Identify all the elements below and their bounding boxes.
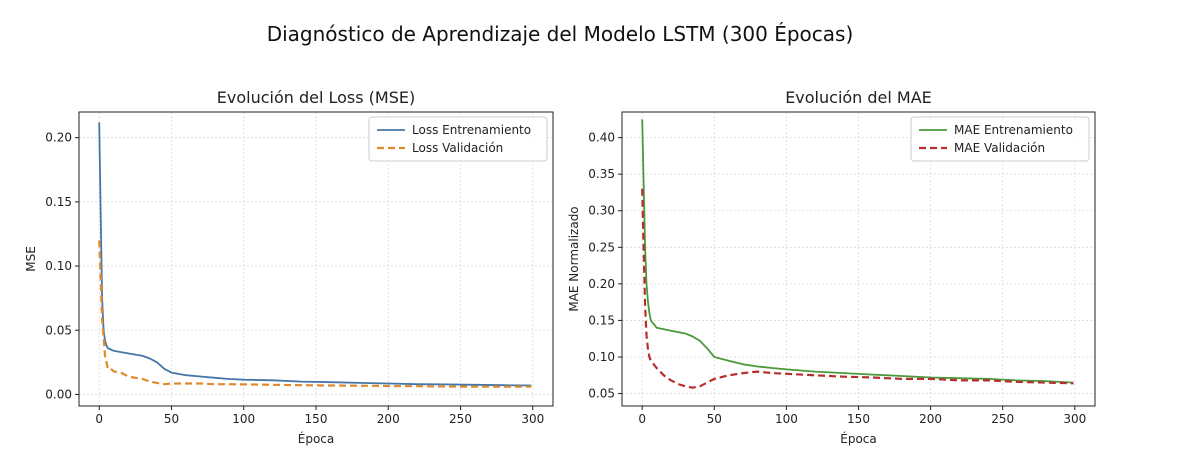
mae-chart-title: Evolución del MAE bbox=[785, 88, 932, 107]
mae-ytick-label-0: 0.05 bbox=[588, 387, 615, 401]
loss-xtick-label-5: 250 bbox=[449, 412, 472, 426]
mae-legend-label-mae-validacion: MAE Validación bbox=[954, 141, 1045, 155]
loss-xlabel: Época bbox=[298, 431, 335, 446]
loss-series-loss-validacion bbox=[98, 240, 532, 388]
loss-ytick-label-2: 0.10 bbox=[45, 259, 72, 273]
mae-ytick-label-1: 0.10 bbox=[588, 350, 615, 364]
mae-xtick-label-1: 50 bbox=[707, 412, 722, 426]
mae-ytick-label-2: 0.15 bbox=[588, 313, 615, 327]
mae-ytick-label-5: 0.30 bbox=[588, 204, 615, 218]
mae-xtick-label-4: 200 bbox=[919, 412, 942, 426]
mae-chart: 0 50 100 150 200 250 300 0.05 0.10 0.15 0.20 0.25 0.… bbox=[567, 88, 1096, 446]
loss-ytick-label-4: 0.20 bbox=[45, 131, 72, 145]
loss-ytick-label-0: 0.00 bbox=[45, 387, 72, 401]
mae-legend-label-mae-entrenamiento: MAE Entrenamiento bbox=[954, 123, 1073, 137]
mae-xtick-label-0: 0 bbox=[638, 412, 646, 426]
mae-ylabel: MAE Normalizado bbox=[567, 206, 581, 311]
loss-chart-title: Evolución del Loss (MSE) bbox=[217, 88, 415, 107]
mae-xtick-label-3: 150 bbox=[847, 412, 870, 426]
loss-series-loss-entrenamiento bbox=[98, 122, 532, 387]
loss-xtick-label-3: 150 bbox=[305, 412, 328, 426]
mae-series-mae-entrenamiento bbox=[641, 119, 1074, 384]
loss-xtick-label-4: 200 bbox=[377, 412, 400, 426]
loss-xtick-label-6: 300 bbox=[521, 412, 544, 426]
mae-ytick-label-7: 0.40 bbox=[588, 131, 615, 145]
mae-xtick-label-6: 300 bbox=[1063, 412, 1086, 426]
mae-legend: MAE Entrenamiento MAE Validación bbox=[910, 116, 1090, 162]
figure-title: Diagnóstico de Aprendizaje del Modelo LS… bbox=[266, 22, 854, 46]
loss-legend-label-loss-validacion: Loss Validación bbox=[412, 141, 503, 155]
mae-ytick-label-3: 0.20 bbox=[588, 277, 615, 291]
mae-xtick-label-5: 250 bbox=[991, 412, 1014, 426]
mae-xlabel: Época bbox=[840, 431, 877, 446]
loss-xtick-label-0: 0 bbox=[95, 412, 103, 426]
loss-xtick-label-1: 50 bbox=[164, 412, 179, 426]
loss-chart: 0 50 100 150 200 250 300 0.00 0.05 0.10 0.15 0.20 Ev… bbox=[24, 88, 554, 446]
loss-xtick-label-2: 100 bbox=[232, 412, 255, 426]
mae-xtick-label-2: 100 bbox=[775, 412, 798, 426]
mae-ytick-label-6: 0.35 bbox=[588, 167, 615, 181]
loss-ytick-label-3: 0.15 bbox=[45, 195, 72, 209]
mae-ytick-label-4: 0.25 bbox=[588, 240, 615, 254]
loss-legend: Loss Entrenamiento Loss Validación bbox=[368, 116, 548, 162]
loss-ylabel: MSE bbox=[24, 246, 38, 272]
loss-legend-box bbox=[368, 116, 548, 162]
mae-series-mae-validacion bbox=[641, 188, 1074, 389]
loss-legend-label-loss-entrenamiento: Loss Entrenamiento bbox=[412, 123, 531, 137]
mae-legend-box bbox=[910, 116, 1090, 162]
loss-ytick-label-1: 0.05 bbox=[45, 323, 72, 337]
